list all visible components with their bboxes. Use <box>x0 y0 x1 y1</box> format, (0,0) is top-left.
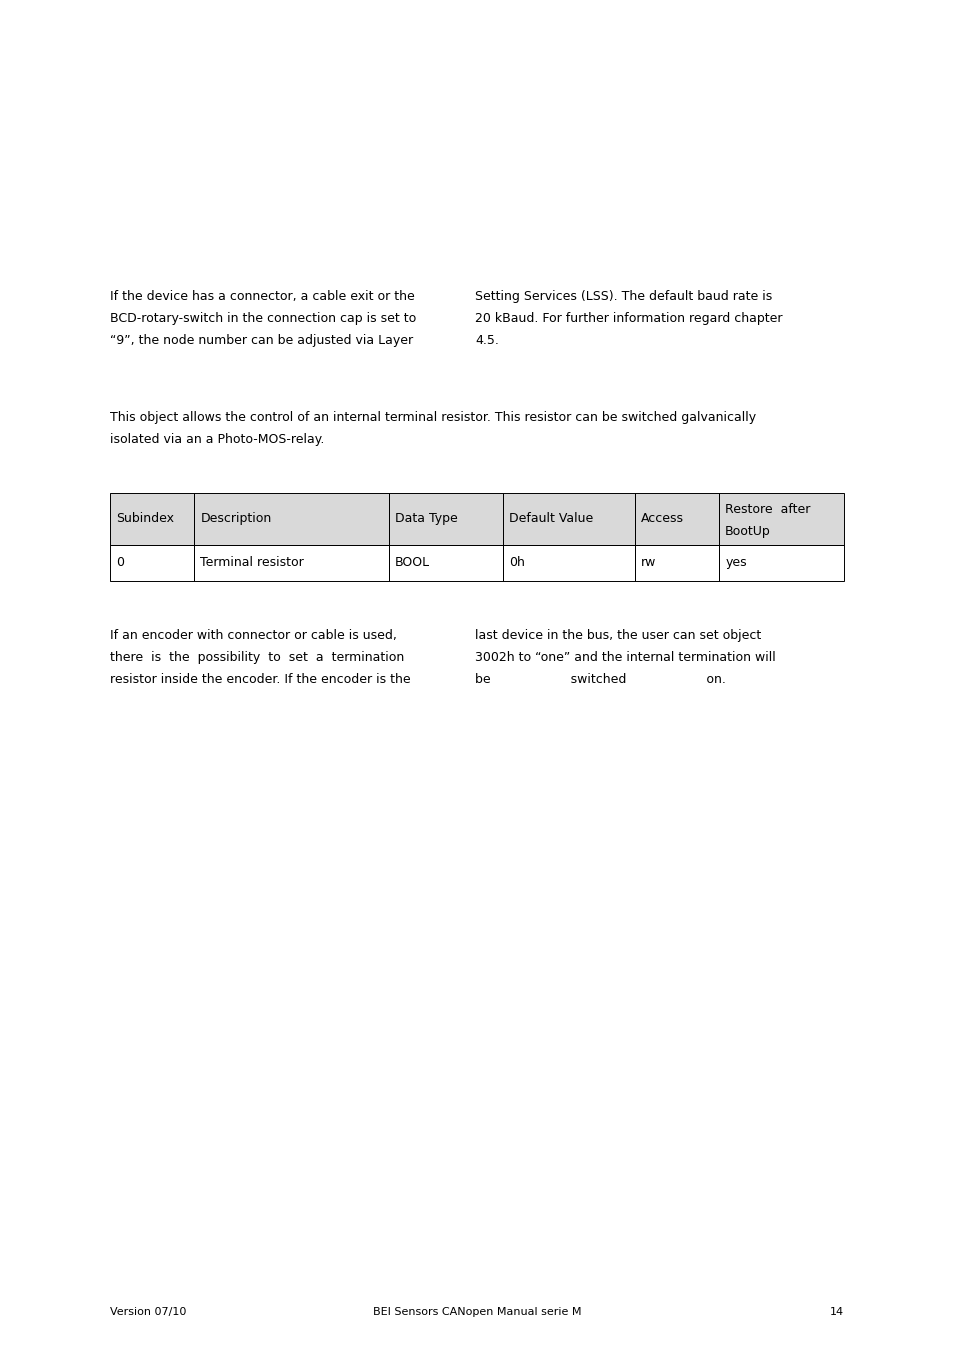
Bar <box>634 493 719 545</box>
Bar <box>719 493 843 545</box>
Text: If the device has a connector, a cable exit or the: If the device has a connector, a cable e… <box>110 290 415 302</box>
Bar <box>719 545 843 580</box>
Bar <box>110 493 843 545</box>
Text: 20 kBaud. For further information regard chapter: 20 kBaud. For further information regard… <box>475 312 781 325</box>
Text: BEI Sensors CANopen Manual serie M: BEI Sensors CANopen Manual serie M <box>373 1307 580 1318</box>
Bar <box>389 493 502 545</box>
Bar <box>194 545 389 580</box>
Text: Version 07/10: Version 07/10 <box>110 1307 186 1318</box>
Text: be                    switched                    on.: be switched on. <box>475 674 725 686</box>
Text: BOOL: BOOL <box>395 556 430 570</box>
Text: “9”, the node number can be adjusted via Layer: “9”, the node number can be adjusted via… <box>110 333 413 347</box>
Text: 4.5.: 4.5. <box>475 333 498 347</box>
Text: Access: Access <box>640 513 683 525</box>
Text: Subindex: Subindex <box>116 513 173 525</box>
Text: there  is  the  possibility  to  set  a  termination: there is the possibility to set a termin… <box>110 651 404 664</box>
Text: 0h: 0h <box>508 556 524 570</box>
Text: 3002h to “one” and the internal termination will: 3002h to “one” and the internal terminat… <box>475 651 775 664</box>
Text: 0: 0 <box>116 556 124 570</box>
Text: Description: Description <box>200 513 272 525</box>
Bar <box>110 545 843 580</box>
Bar <box>194 493 389 545</box>
Text: Restore  after: Restore after <box>724 504 810 516</box>
Text: resistor inside the encoder. If the encoder is the: resistor inside the encoder. If the enco… <box>110 674 410 686</box>
Text: Default Value: Default Value <box>508 513 593 525</box>
Bar <box>634 545 719 580</box>
Text: rw: rw <box>640 556 656 570</box>
Bar <box>110 545 194 580</box>
Text: yes: yes <box>724 556 746 570</box>
Text: BCD-rotary-switch in the connection cap is set to: BCD-rotary-switch in the connection cap … <box>110 312 416 325</box>
Text: 14: 14 <box>829 1307 843 1318</box>
Text: Data Type: Data Type <box>395 513 457 525</box>
Text: isolated via an a Photo-MOS-relay.: isolated via an a Photo-MOS-relay. <box>110 433 324 446</box>
Bar <box>502 493 634 545</box>
Text: If an encoder with connector or cable is used,: If an encoder with connector or cable is… <box>110 629 396 643</box>
Text: last device in the bus, the user can set object: last device in the bus, the user can set… <box>475 629 760 643</box>
Text: Setting Services (LSS). The default baud rate is: Setting Services (LSS). The default baud… <box>475 290 771 302</box>
Text: This object allows the control of an internal terminal resistor. This resistor c: This object allows the control of an int… <box>110 410 756 424</box>
Bar <box>502 545 634 580</box>
Text: Terminal resistor: Terminal resistor <box>200 556 304 570</box>
Bar <box>389 545 502 580</box>
Text: BootUp: BootUp <box>724 525 770 539</box>
Bar <box>110 493 194 545</box>
